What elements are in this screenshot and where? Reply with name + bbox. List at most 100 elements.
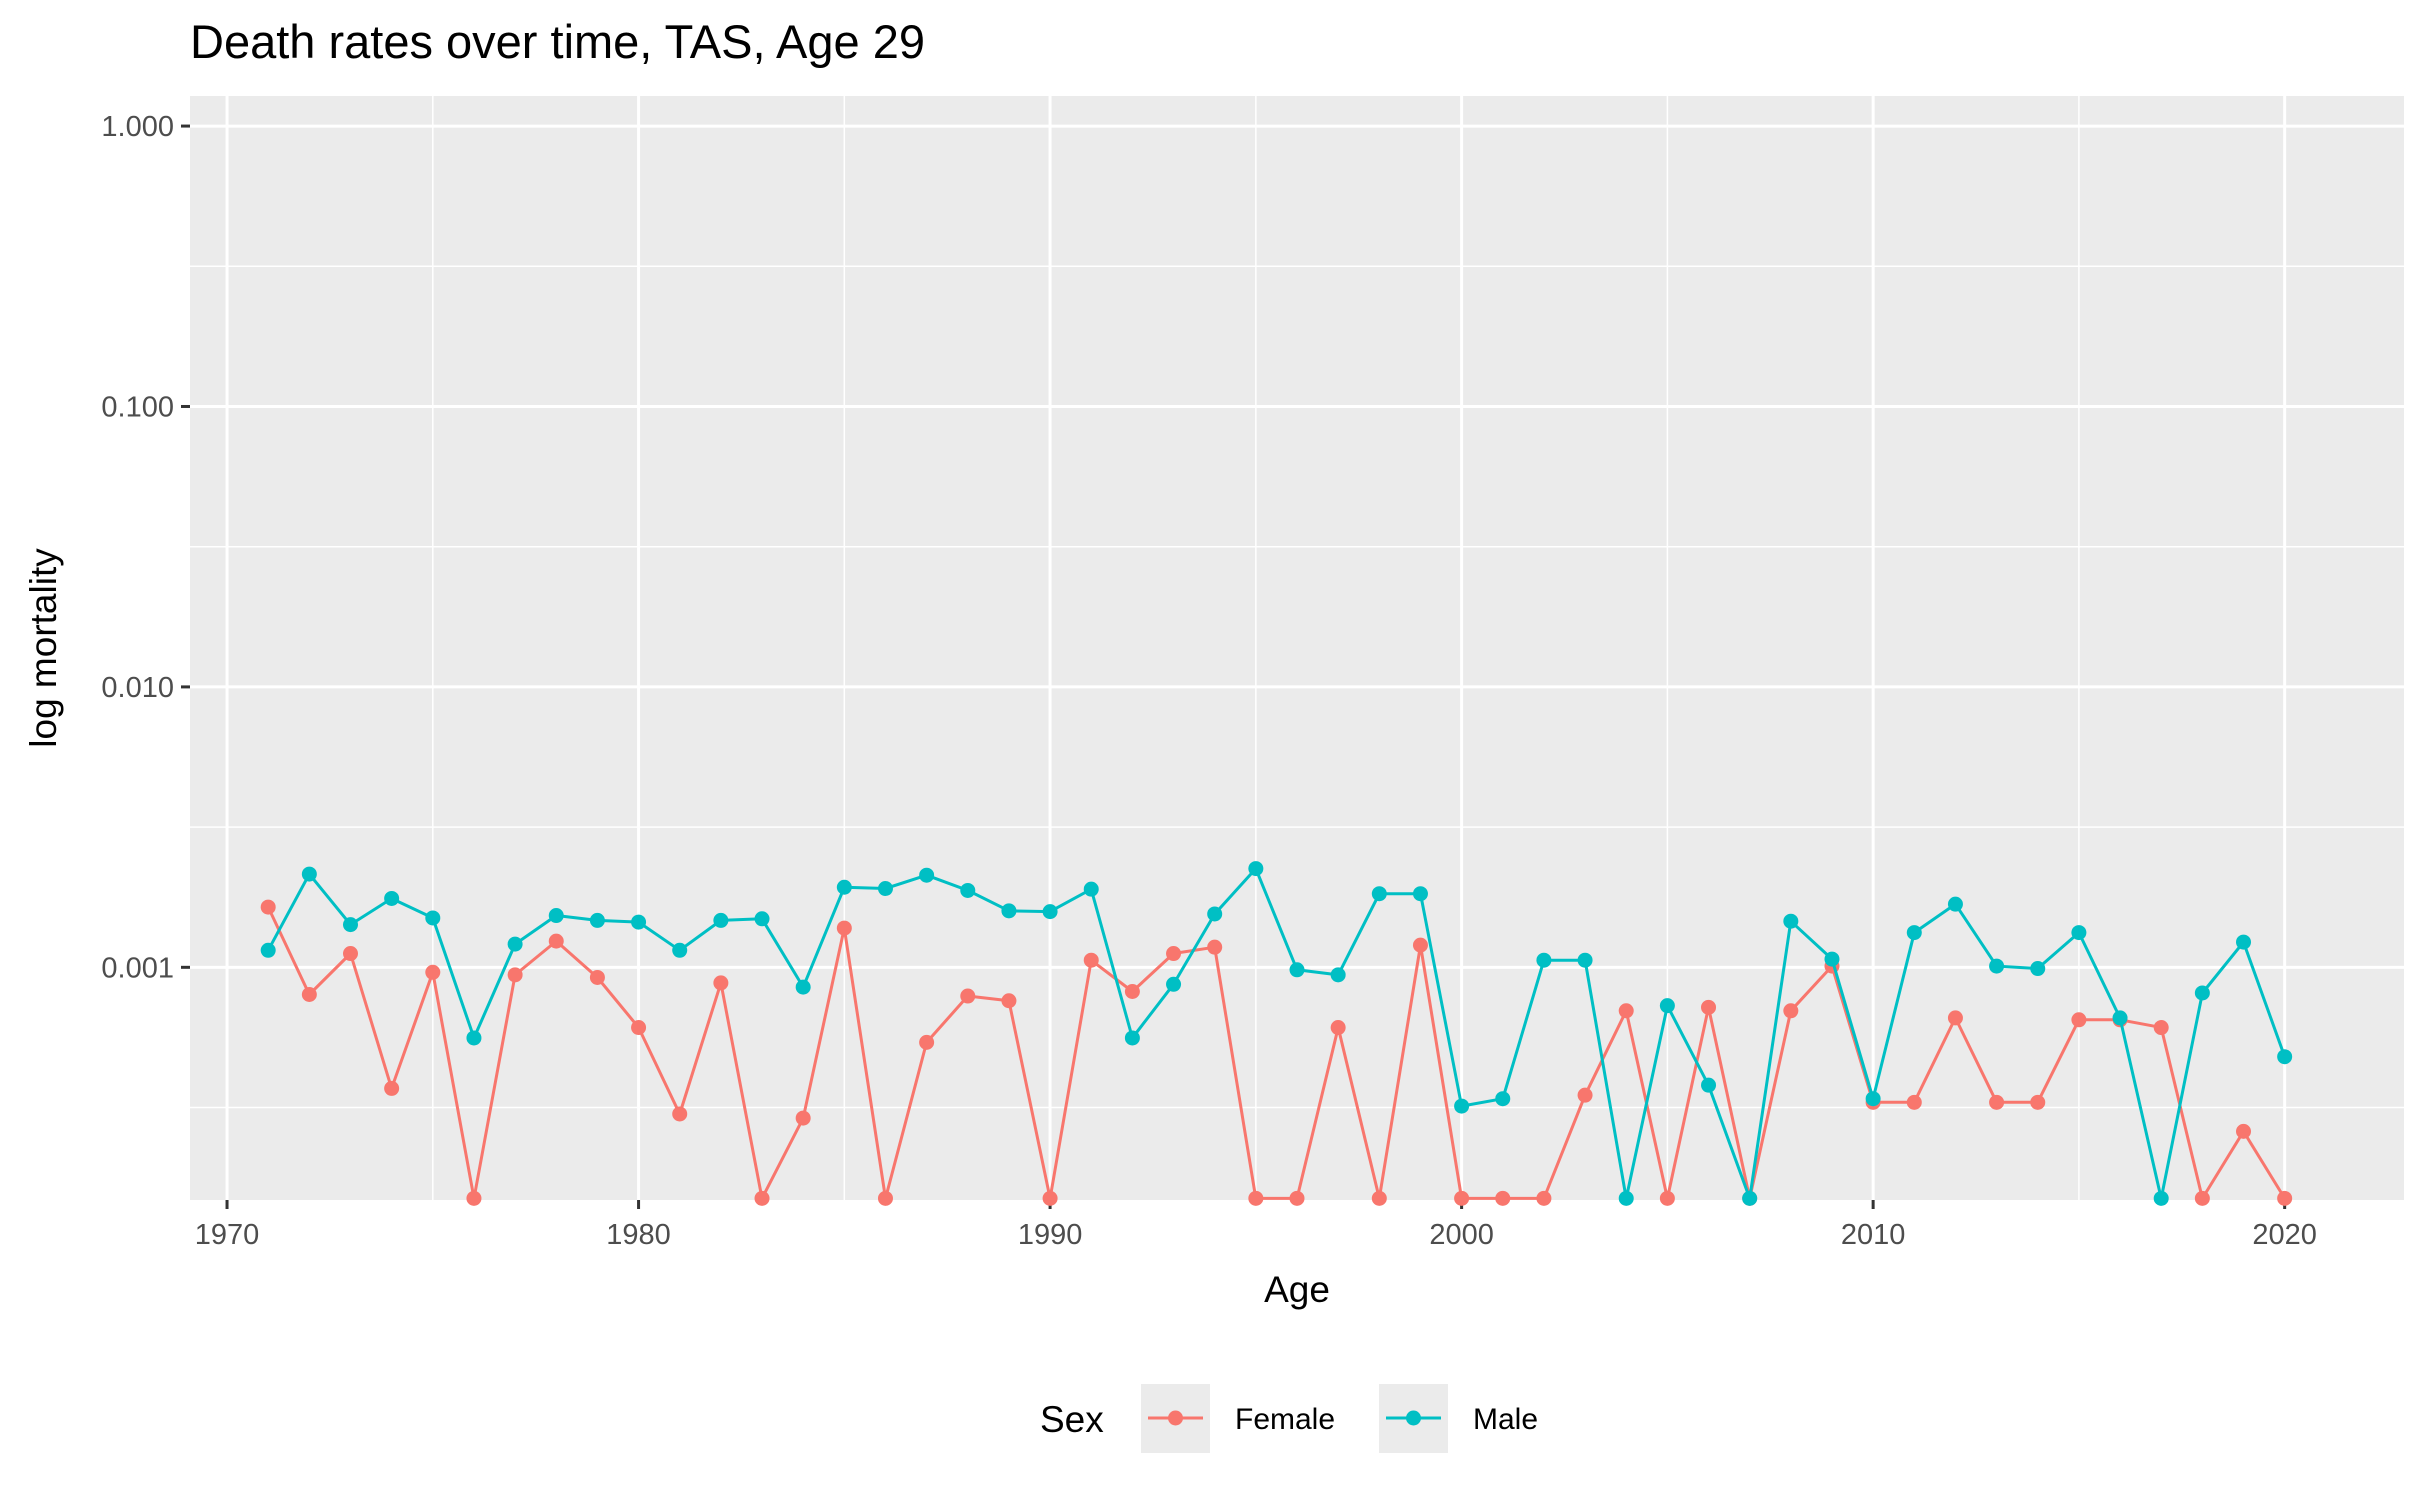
male-point: [425, 910, 441, 926]
male-point: [2194, 985, 2210, 1001]
male-point: [1947, 896, 1963, 912]
y-tick-label: 0.100: [101, 391, 174, 423]
male-point: [1412, 886, 1428, 902]
female-point: [1783, 1003, 1799, 1019]
male-point: [1536, 952, 1552, 968]
chart-title: Death rates over time, TAS, Age 29: [190, 15, 925, 68]
legend-label-female: Female: [1235, 1403, 1335, 1436]
female-point: [1536, 1190, 1552, 1206]
male-point: [919, 867, 935, 883]
x-tick-label: 2000: [1429, 1219, 1494, 1251]
female-point: [2030, 1094, 2046, 1110]
female-point: [589, 969, 605, 985]
female-point: [1947, 1010, 1963, 1026]
female-point: [631, 1020, 647, 1036]
y-tick-label: 0.010: [101, 672, 174, 704]
male-point: [1824, 951, 1840, 967]
female-point: [1701, 999, 1717, 1015]
series-female: [260, 899, 2293, 1206]
x-tick-label: 1970: [195, 1219, 260, 1251]
female-point: [2194, 1190, 2210, 1206]
female-point: [384, 1080, 400, 1096]
female-point: [466, 1190, 482, 1206]
male-point: [1783, 913, 1799, 929]
female-point: [1495, 1190, 1511, 1206]
male-point: [2277, 1049, 2293, 1065]
female-point: [1248, 1190, 1264, 1206]
x-axis: 1970 1980 1990 2000 2010 2020: [195, 1200, 2317, 1251]
male-point: [877, 881, 893, 897]
male-point: [466, 1030, 482, 1046]
female-point: [919, 1034, 935, 1050]
female-point: [836, 920, 852, 936]
x-tick-label: 2020: [2252, 1219, 2317, 1251]
x-tick-label: 1980: [606, 1219, 671, 1251]
legend-title: Sex: [1040, 1399, 1104, 1440]
female-point: [2071, 1012, 2087, 1028]
male-point: [631, 914, 647, 930]
male-point: [507, 936, 523, 952]
x-tick-label: 1990: [1018, 1219, 1083, 1251]
female-point: [1330, 1020, 1346, 1036]
female-point: [795, 1110, 811, 1126]
female-point: [1618, 1003, 1634, 1019]
plot-panel: [190, 96, 2404, 1200]
female-point: [2153, 1020, 2169, 1036]
male-point: [548, 908, 564, 924]
female-point: [1454, 1190, 1470, 1206]
male-point: [1701, 1077, 1717, 1093]
male-point: [2236, 934, 2252, 950]
male-point: [1207, 906, 1223, 922]
male-point: [589, 912, 605, 928]
male-point: [1618, 1190, 1634, 1206]
female-point: [260, 899, 276, 915]
female-point: [754, 1190, 770, 1206]
male-point: [1330, 967, 1346, 983]
male-point: [1454, 1098, 1470, 1114]
male-point: [1865, 1091, 1881, 1107]
male-point: [1906, 925, 1922, 941]
male-point: [1742, 1190, 1758, 1206]
female-point: [2277, 1190, 2293, 1206]
female-point: [1207, 939, 1223, 955]
female-point: [548, 933, 564, 949]
male-point: [672, 942, 688, 958]
legend-key-point: [1168, 1410, 1183, 1426]
male-point: [1659, 998, 1675, 1014]
female-line: [266, 906, 2286, 1200]
legend-item-female: Female: [1141, 1384, 1335, 1453]
male-point: [836, 879, 852, 895]
male-point: [1577, 952, 1593, 968]
female-point: [672, 1106, 688, 1122]
male-point: [260, 942, 276, 958]
grid-lines: [190, 96, 2404, 1200]
male-point: [2071, 925, 2087, 941]
x-axis-title: Age: [1264, 1269, 1330, 1310]
x-tick-label: 2010: [1841, 1219, 1906, 1251]
legend-label-male: Male: [1473, 1403, 1538, 1436]
legend-key-point: [1406, 1410, 1421, 1426]
female-point: [1659, 1190, 1675, 1206]
female-point: [1001, 993, 1017, 1009]
female-point: [1083, 952, 1099, 968]
series-layer: [260, 861, 2293, 1206]
male-point: [1495, 1091, 1511, 1107]
male-point: [754, 911, 770, 927]
female-point: [960, 988, 976, 1004]
female-point: [2236, 1123, 2252, 1139]
y-axis-title: log mortality: [23, 548, 64, 748]
male-point: [1001, 903, 1017, 919]
female-point: [1289, 1190, 1305, 1206]
y-tick-label: 0.001: [101, 952, 174, 984]
female-point: [301, 987, 317, 1003]
female-point: [342, 946, 358, 962]
male-point: [1371, 886, 1387, 902]
male-point: [795, 979, 811, 995]
female-point: [1989, 1094, 2005, 1110]
male-point: [342, 917, 358, 933]
female-point: [507, 967, 523, 983]
female-point: [425, 964, 441, 980]
male-point: [1166, 976, 1182, 992]
male-point: [1083, 881, 1099, 897]
